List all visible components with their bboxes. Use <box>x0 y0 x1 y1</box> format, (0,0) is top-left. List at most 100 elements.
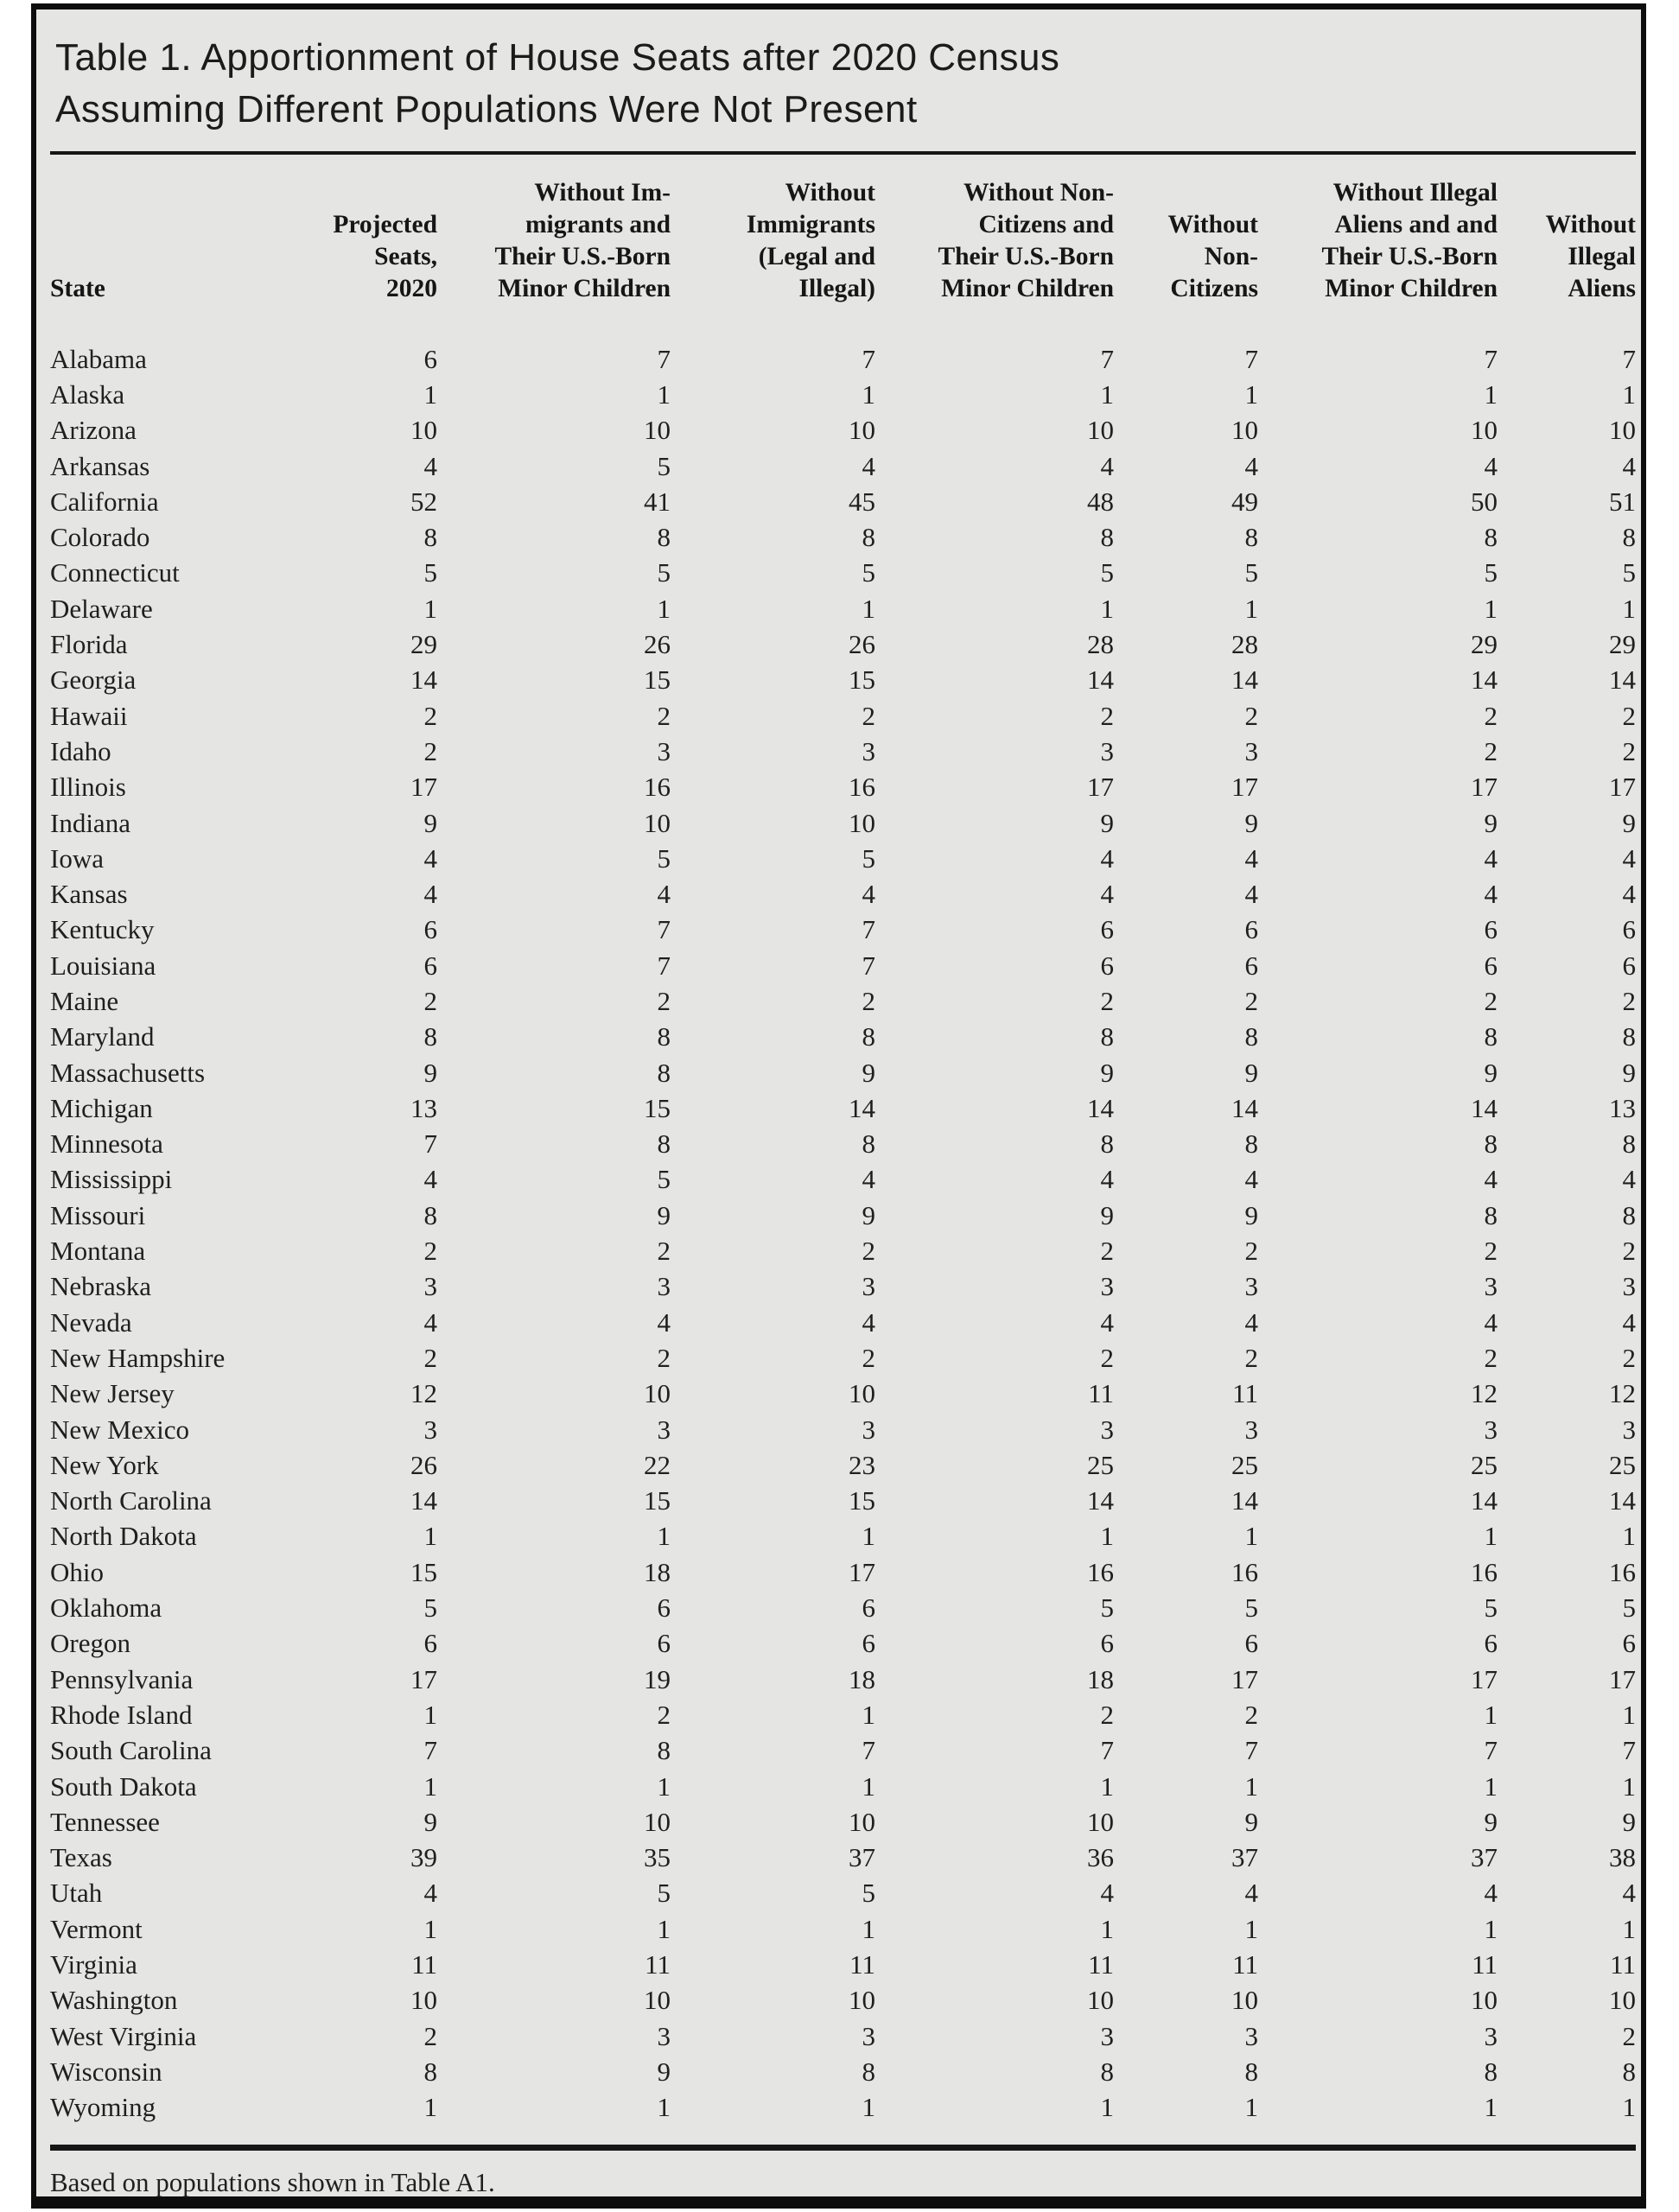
table-row: Arkansas 4 5 4 4 4 4 4 <box>50 448 1636 484</box>
seat-value: 1 <box>1100 1521 1115 1552</box>
seat-value: 10 <box>1087 1806 1114 1837</box>
seat-value: 4 <box>1244 842 1259 874</box>
seat-value: 1 <box>862 1913 876 1944</box>
seat-value: 8 <box>1100 1021 1115 1052</box>
col-header-without-immigrants-and-children: Without Im- migrants and Their U.S.-Born… <box>494 179 671 302</box>
seat-value: 1 <box>1100 1913 1115 1944</box>
seat-value: 11 <box>849 1949 875 1980</box>
seat-value: 8 <box>1484 1021 1498 1052</box>
seat-value: 1 <box>1484 2092 1498 2123</box>
seat-value: 3 <box>657 1414 671 1445</box>
seat-value: 8 <box>657 1021 671 1052</box>
seat-value: 1 <box>423 1770 438 1802</box>
seat-value: 1 <box>1100 378 1115 410</box>
seat-value: 7 <box>1244 1735 1259 1766</box>
seat-value: 5 <box>657 1878 671 1909</box>
seat-value: 15 <box>410 1556 437 1587</box>
seat-value: 7 <box>862 914 876 945</box>
seat-value: 3 <box>657 735 671 766</box>
seat-value: 52 <box>410 486 437 517</box>
seat-value: 8 <box>423 1021 438 1052</box>
seat-value: 7 <box>657 914 671 945</box>
seat-value: 6 <box>423 950 438 981</box>
table-row: Kentucky 6 7 7 6 6 6 6 <box>50 912 1636 948</box>
seat-value: 1 <box>1484 1770 1498 1802</box>
seat-value: 1 <box>657 593 671 624</box>
seat-value: 14 <box>410 1485 437 1516</box>
seat-value: 1 <box>1100 2092 1115 2123</box>
seat-value: 4 <box>1622 879 1637 910</box>
seat-value: 10 <box>644 807 671 838</box>
state-name: Rhode Island <box>50 1699 193 1730</box>
table-row: Arizona 10 10 10 10 10 10 10 <box>50 413 1636 448</box>
seat-value: 4 <box>1100 1306 1115 1338</box>
seat-value: 1 <box>1244 2092 1259 2123</box>
seat-value: 17 <box>1471 1663 1498 1694</box>
seat-value: 1 <box>1484 593 1498 624</box>
seat-value: 16 <box>644 772 671 803</box>
seat-value: 15 <box>644 1485 671 1516</box>
state-name: Connecticut <box>50 557 180 588</box>
state-name: Wyoming <box>50 2092 156 2123</box>
seat-value: 50 <box>1471 486 1498 517</box>
seat-value: 4 <box>1622 1164 1637 1195</box>
seat-value: 6 <box>1100 914 1115 945</box>
seat-value: 5 <box>1484 557 1498 588</box>
table-row: Michigan 13 15 14 14 14 14 13 <box>50 1090 1636 1126</box>
seat-value: 15 <box>644 664 671 696</box>
seat-value: 8 <box>1100 1128 1115 1160</box>
state-name: Hawaii <box>50 700 128 731</box>
seat-value: 6 <box>423 914 438 945</box>
seat-value: 18 <box>644 1556 671 1587</box>
seat-value: 3 <box>657 2020 671 2051</box>
seat-value: 4 <box>1484 1306 1498 1338</box>
seat-value: 17 <box>849 1556 875 1587</box>
seat-value: 14 <box>1471 1092 1498 1123</box>
seat-value: 14 <box>1231 1092 1258 1123</box>
seat-value: 26 <box>644 629 671 660</box>
seat-value: 1 <box>1244 1770 1259 1802</box>
table-row: Illinois 17 16 16 17 17 17 17 <box>50 770 1636 805</box>
seat-value: 4 <box>657 1306 671 1338</box>
seat-value: 1 <box>1244 1913 1259 1944</box>
state-name: Nevada <box>50 1306 132 1338</box>
seat-value: 7 <box>862 950 876 981</box>
seat-value: 6 <box>1622 914 1637 945</box>
seat-value: 2 <box>657 1342 671 1373</box>
seat-value: 17 <box>1471 772 1498 803</box>
seat-value: 38 <box>1609 1842 1636 1873</box>
table-row: Tennessee 9 10 10 10 9 9 9 <box>50 1804 1636 1840</box>
seat-value: 8 <box>1622 522 1637 553</box>
seat-value: 6 <box>1244 950 1259 981</box>
seat-value: 1 <box>423 378 438 410</box>
state-name: Mississippi <box>50 1164 173 1195</box>
table-row: North Dakota 1 1 1 1 1 1 1 <box>50 1519 1636 1554</box>
seat-value: 2 <box>1100 985 1115 1016</box>
seat-value: 4 <box>1244 1164 1259 1195</box>
table-footnote: Based on populations shown in Table A1. <box>50 2166 495 2197</box>
state-name: Utah <box>50 1878 103 1909</box>
seat-value: 5 <box>1484 1592 1498 1624</box>
table-row: Nevada 4 4 4 4 4 4 4 <box>50 1305 1636 1340</box>
seat-value: 4 <box>1484 1878 1498 1909</box>
seat-value: 9 <box>862 1057 876 1088</box>
seat-value: 2 <box>423 735 438 766</box>
table-row: Virginia 11 11 11 11 11 11 11 <box>50 1947 1636 1982</box>
state-name: Idaho <box>50 735 111 766</box>
seat-value: 14 <box>1471 1485 1498 1516</box>
seat-value: 10 <box>849 1378 875 1409</box>
col-header-without-illegal-aliens-and-children: Without Illegal Aliens and and Their U.S… <box>1321 179 1498 302</box>
seat-value: 39 <box>410 1842 437 1873</box>
state-name: Oklahoma <box>50 1592 162 1624</box>
seat-value: 6 <box>862 1592 876 1624</box>
table-title-line2: Assuming Different Populations Were Not … <box>55 88 918 130</box>
seat-value: 4 <box>1100 1164 1115 1195</box>
seat-value: 1 <box>657 1770 671 1802</box>
seat-value: 6 <box>423 343 438 374</box>
seat-value: 16 <box>1609 1556 1636 1587</box>
state-name: Maryland <box>50 1021 155 1052</box>
state-name: Minnesota <box>50 1128 163 1160</box>
seat-value: 5 <box>657 1164 671 1195</box>
state-name: South Carolina <box>50 1735 212 1766</box>
seat-value: 18 <box>849 1663 875 1694</box>
